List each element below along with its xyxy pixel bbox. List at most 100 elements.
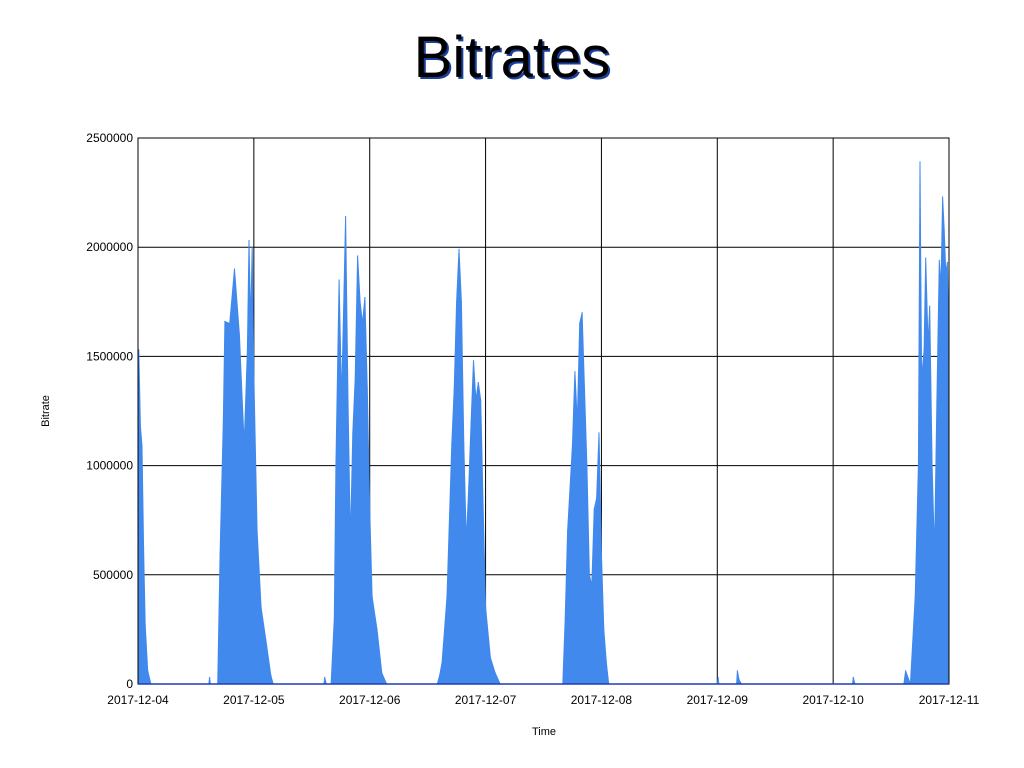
data-point <box>943 229 945 231</box>
data-point <box>243 443 245 445</box>
plot-frame <box>137 137 950 685</box>
data-point <box>248 240 250 242</box>
data-point <box>340 399 343 401</box>
data-point <box>923 349 925 351</box>
data-point <box>335 465 337 467</box>
data-point <box>600 552 603 554</box>
data-point <box>591 585 593 587</box>
data-point <box>456 301 458 303</box>
data-point <box>354 377 356 379</box>
data-point <box>919 161 921 163</box>
data-point <box>229 323 231 325</box>
data-point <box>439 674 441 676</box>
y-tick-label: 1000000 <box>86 459 133 473</box>
data-point <box>494 672 496 674</box>
data-point <box>583 388 586 390</box>
data-point <box>224 320 226 323</box>
data-point <box>369 508 371 510</box>
y-tick-label: 0 <box>126 677 133 691</box>
x-tick-label: 2017-12-04 <box>107 693 169 707</box>
data-point <box>933 552 936 554</box>
data-point <box>357 255 359 257</box>
data-point <box>333 617 335 620</box>
data-point <box>904 670 907 672</box>
data-point <box>477 382 479 384</box>
y-axis-label: Bitrate <box>40 395 52 427</box>
data-point <box>446 596 448 598</box>
data-point <box>579 323 581 325</box>
data-point <box>343 290 345 292</box>
series-area-0 <box>137 161 950 685</box>
data-point <box>465 541 467 543</box>
x-axis-label: Time <box>532 726 556 738</box>
data-point <box>946 261 948 264</box>
data-point <box>344 216 347 218</box>
data-point <box>338 279 340 281</box>
data-point <box>147 670 149 672</box>
data-point <box>251 246 253 248</box>
data-point <box>489 657 491 659</box>
y-tick-label: 500000 <box>93 568 133 582</box>
data-point <box>219 552 221 554</box>
data-point <box>209 676 211 679</box>
data-point <box>927 344 929 347</box>
data-point <box>586 465 588 467</box>
data-point <box>914 596 916 598</box>
x-tick-label: 2017-12-06 <box>339 693 401 707</box>
data-point <box>453 388 455 390</box>
data-point <box>603 628 605 631</box>
data-point <box>144 624 146 626</box>
data-point <box>253 377 255 379</box>
data-point <box>596 497 598 499</box>
data-point <box>567 530 569 532</box>
data-point <box>246 349 249 351</box>
data-point <box>925 257 927 259</box>
x-tick-label: 2017-12-10 <box>802 693 864 707</box>
data-point <box>349 541 352 543</box>
data-point <box>460 301 463 303</box>
data-point <box>371 596 373 598</box>
chart-title: Bitrates <box>413 25 611 90</box>
data-point <box>484 606 487 609</box>
data-point <box>463 443 465 445</box>
data-point <box>241 408 244 410</box>
data-point <box>738 679 740 681</box>
data-point <box>921 377 923 379</box>
data-point <box>605 661 607 663</box>
data-point <box>441 661 443 663</box>
data-point <box>717 676 719 679</box>
data-point <box>593 508 595 510</box>
y-tick-label: 2000000 <box>86 240 133 254</box>
data-point <box>598 432 600 434</box>
data-point <box>376 628 378 631</box>
data-point <box>138 349 140 351</box>
data-point <box>945 272 947 275</box>
data-point <box>270 674 272 676</box>
data-point <box>929 305 931 307</box>
data-point <box>324 676 326 679</box>
data-point <box>588 574 590 576</box>
data-point <box>250 323 252 325</box>
data-point <box>381 672 383 674</box>
x-axis-ticks: 2017-12-04 2017-12-05 2017-12-06 2017-12-07… <box>107 693 979 707</box>
data-point <box>233 268 236 270</box>
data-point <box>917 465 920 467</box>
data-point <box>470 421 472 423</box>
data-point <box>139 425 142 427</box>
data-point <box>143 547 145 550</box>
x-tick-label: 2017-12-05 <box>223 693 285 707</box>
data-point <box>938 259 940 261</box>
data-point <box>468 486 470 489</box>
data-point <box>571 443 574 445</box>
data-point <box>359 301 361 303</box>
data-point <box>256 530 258 532</box>
data-point <box>141 445 143 447</box>
data-point <box>222 421 224 423</box>
data-point <box>482 508 484 510</box>
data-point <box>361 323 364 325</box>
data-point <box>238 333 240 336</box>
data-point <box>941 196 944 198</box>
x-tick-label: 2017-12-08 <box>571 693 633 707</box>
data-point <box>352 432 354 434</box>
data-point <box>347 399 349 401</box>
